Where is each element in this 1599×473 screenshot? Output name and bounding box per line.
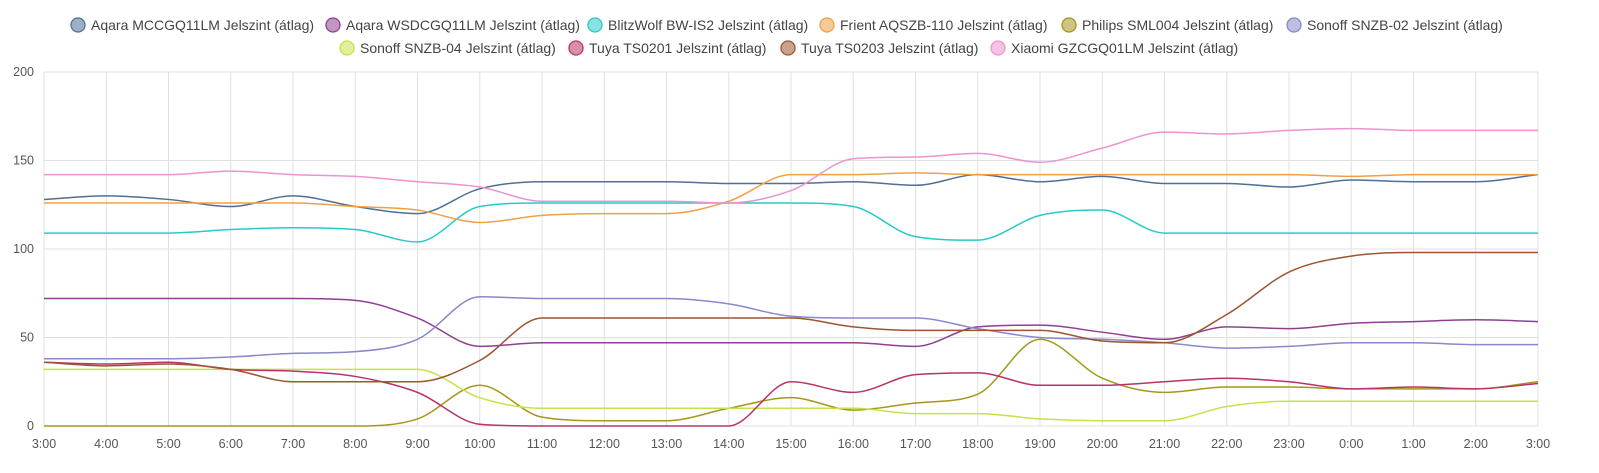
legend-swatch [70, 17, 86, 33]
legend-item[interactable]: Tuya TS0203 Jelszint (átlag) [780, 40, 978, 56]
series-line[interactable] [43, 368, 1538, 422]
x-tick-label: 5:00 [156, 437, 180, 451]
series-line[interactable] [44, 338, 1539, 427]
legend-label: Xiaomi GZCGQ01LM Jelszint (átlag) [1011, 40, 1238, 56]
legend-swatch [1286, 17, 1302, 33]
x-tick-label: 4:00 [94, 437, 118, 451]
legend-item[interactable]: Xiaomi GZCGQ01LM Jelszint (átlag) [990, 40, 1238, 56]
x-tick-label: 2:00 [1464, 437, 1488, 451]
x-tick-label: 0:00 [1339, 437, 1363, 451]
x-tick-label: 9:00 [405, 437, 429, 451]
x-tick-label: 17:00 [900, 437, 931, 451]
legend-item[interactable]: Tuya TS0201 Jelszint (átlag) [568, 40, 766, 56]
legend-label: Sonoff SNZB-04 Jelszint (átlag) [360, 40, 556, 56]
y-tick-label: 0 [27, 419, 34, 433]
legend-label: BlitzWolf BW-IS2 Jelszint (átlag) [608, 17, 808, 33]
series-line[interactable] [44, 296, 1538, 360]
series-line[interactable] [43, 127, 1538, 204]
legend-item[interactable]: Frient AQSZB-110 Jelszint (átlag) [819, 17, 1047, 33]
plot-area [43, 127, 1539, 427]
x-tick-label: 20:00 [1087, 437, 1118, 451]
legend-label: Philips SML004 Jelszint (átlag) [1082, 17, 1273, 33]
series-line[interactable] [43, 361, 1539, 427]
legend-label: Frient AQSZB-110 Jelszint (átlag) [840, 17, 1047, 33]
series-line[interactable] [43, 173, 1539, 215]
x-tick-label: 3:00 [32, 437, 56, 451]
x-tick-label: 18:00 [962, 437, 993, 451]
series-line[interactable] [44, 202, 1538, 243]
x-tick-label: 7:00 [281, 437, 305, 451]
legend-label: Aqara MCCGQ11LM Jelszint (átlag) [91, 17, 314, 33]
y-tick-label: 100 [13, 242, 34, 256]
x-tick-label: 11:00 [527, 437, 557, 451]
x-tick-label: 21:00 [1149, 437, 1180, 451]
legend-item[interactable]: Aqara MCCGQ11LM Jelszint (átlag) [70, 17, 314, 33]
y-tick-label: 150 [13, 154, 34, 168]
x-tick-label: 10:00 [464, 437, 495, 451]
grid [43, 71, 1539, 427]
legend-swatch [325, 17, 341, 33]
legend-label: Tuya TS0201 Jelszint (átlag) [589, 40, 766, 56]
y-tick-label: 50 [20, 331, 34, 345]
x-tick-label: 13:00 [651, 437, 682, 451]
legend-label: Aqara WSDCGQ11LM Jelszint (átlag) [346, 17, 580, 33]
legend-label: Tuya TS0203 Jelszint (átlag) [801, 40, 978, 56]
x-tick-label: 1:00 [1401, 437, 1425, 451]
legend-swatch [568, 40, 584, 56]
x-tick-label: 15:00 [775, 437, 806, 451]
legend-label: Sonoff SNZB-02 Jelszint (átlag) [1307, 17, 1503, 33]
x-tick-label: 14:00 [713, 437, 744, 451]
legend-swatch [990, 40, 1006, 56]
x-tick-label: 16:00 [838, 437, 869, 451]
x-tick-label: 22:00 [1211, 437, 1242, 451]
x-tick-label: 19:00 [1024, 437, 1055, 451]
legend-swatch [587, 17, 603, 33]
legend-item[interactable]: BlitzWolf BW-IS2 Jelszint (átlag) [587, 17, 808, 33]
legend-item[interactable]: Sonoff SNZB-04 Jelszint (átlag) [339, 40, 556, 56]
series-line[interactable] [43, 251, 1538, 383]
x-tick-label: 12:00 [589, 437, 620, 451]
y-tick-label: 200 [13, 65, 34, 79]
legend-swatch [1061, 17, 1077, 33]
legend-swatch [339, 40, 355, 56]
x-tick-label: 8:00 [343, 437, 367, 451]
legend-swatch [780, 40, 796, 56]
x-tick-label: 3:00 [1526, 437, 1550, 451]
series-line[interactable] [44, 297, 1539, 348]
legend-item[interactable]: Philips SML004 Jelszint (átlag) [1061, 17, 1273, 33]
series-line[interactable] [44, 172, 1538, 224]
x-tick-label: 23:00 [1273, 437, 1304, 451]
axes: 0 50 100 150 200 3:00 4:00 5:00 6:00 7:00 8:00 9:00… [13, 65, 1550, 451]
legend-item[interactable]: Aqara WSDCGQ11LM Jelszint (átlag) [325, 17, 580, 33]
legend: Aqara MCCGQ11LM Jelszint (átlag) Aqara WS… [70, 17, 1503, 56]
legend-swatch [819, 17, 835, 33]
x-tick-label: 6:00 [219, 437, 243, 451]
legend-item[interactable]: Sonoff SNZB-02 Jelszint (átlag) [1286, 17, 1503, 33]
